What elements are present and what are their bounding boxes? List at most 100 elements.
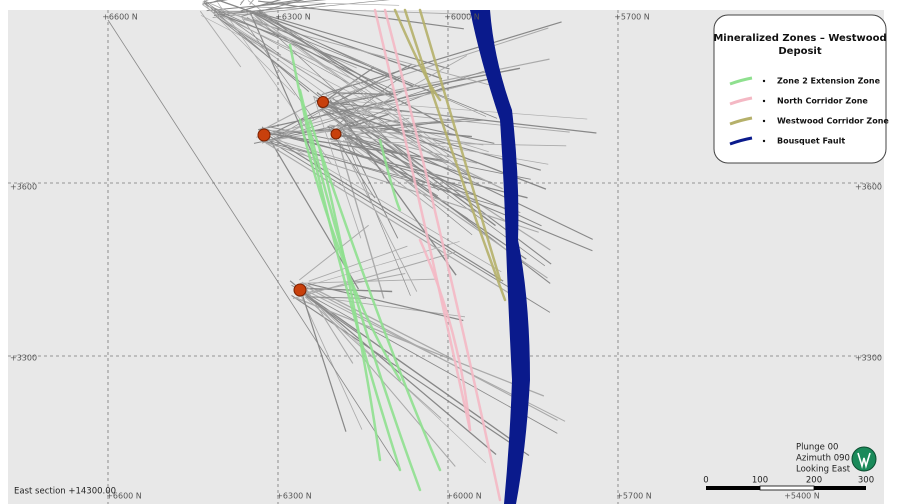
legend-label: North Corridor Zone bbox=[777, 97, 868, 106]
grid bbox=[8, 10, 884, 504]
drill-hole bbox=[263, 140, 479, 197]
drill-hole bbox=[297, 288, 363, 430]
sphere bbox=[293, 283, 307, 297]
drill-hole bbox=[254, 0, 304, 8]
drill-hole bbox=[308, 245, 408, 282]
grid-label: +3300 bbox=[855, 354, 882, 363]
zone-strand bbox=[383, 8, 502, 502]
grid-label: +5400 N bbox=[784, 492, 820, 501]
drill-hole bbox=[259, 10, 331, 58]
drill-hole bbox=[254, 15, 414, 164]
drill-hole bbox=[340, 134, 439, 197]
scale-label: 200 bbox=[806, 476, 822, 486]
legend-label: Westwood Corridor Zone bbox=[777, 117, 889, 126]
zone-strand bbox=[418, 238, 472, 432]
drill-hole bbox=[200, 15, 410, 124]
legend-bullet bbox=[762, 99, 766, 103]
drill-hole bbox=[264, 141, 525, 304]
drill-hole bbox=[304, 296, 442, 419]
grid-label: +5700 N bbox=[614, 13, 650, 22]
drill-hole bbox=[264, 132, 448, 162]
drill-hole bbox=[217, 17, 471, 177]
sphere bbox=[257, 128, 271, 142]
drill-hole bbox=[218, 14, 392, 99]
legend-swatch bbox=[729, 116, 753, 126]
sphere bbox=[317, 96, 329, 108]
drill-hole bbox=[294, 297, 545, 397]
sphere bbox=[330, 128, 342, 140]
drill-hole bbox=[272, 138, 349, 162]
drill-hole bbox=[302, 282, 453, 360]
scale-label: 300 bbox=[858, 476, 874, 486]
legend-swatch bbox=[729, 76, 753, 86]
drill-hole bbox=[249, 10, 395, 96]
grid-label: +3600 bbox=[10, 183, 37, 192]
zone-strand bbox=[318, 148, 382, 462]
grid-label: +3300 bbox=[10, 354, 37, 363]
drill-hole bbox=[305, 295, 359, 335]
legend-items: Zone 2 Extension Zone North Corridor Zone… bbox=[729, 76, 889, 146]
drill-hole bbox=[249, 12, 322, 174]
drill-hole bbox=[243, 18, 497, 88]
legend-label: Zone 2 Extension Zone bbox=[777, 77, 881, 86]
legend-bullet bbox=[762, 119, 766, 123]
legend-box bbox=[713, 14, 887, 164]
grid-label: +6000 N bbox=[444, 13, 480, 22]
view-info: Plunge 00 bbox=[796, 443, 838, 453]
grid-label: +5700 N bbox=[616, 492, 652, 501]
compass-mark bbox=[857, 452, 871, 469]
grid-label: +6000 N bbox=[446, 492, 482, 501]
compass bbox=[851, 446, 877, 472]
legend-swatch bbox=[729, 96, 753, 106]
scale-label: 100 bbox=[752, 476, 768, 486]
legend: Mineralized Zones – Westwood Deposit Zon… bbox=[713, 14, 889, 164]
drill-hole bbox=[329, 99, 588, 120]
drill-hole bbox=[256, 81, 477, 138]
drill-hole bbox=[300, 241, 460, 289]
view-info: Azimuth 090 bbox=[796, 454, 850, 464]
drill-hole bbox=[342, 134, 384, 147]
drill-hole bbox=[249, 10, 414, 88]
legend-swatch bbox=[729, 136, 753, 146]
drill-hole bbox=[254, 14, 458, 162]
drill-hole bbox=[203, 1, 310, 93]
zone-strand bbox=[308, 118, 442, 472]
mineralized-zones bbox=[288, 8, 507, 502]
drill-hole bbox=[330, 142, 593, 252]
grid-label: +6300 N bbox=[275, 13, 311, 22]
drill-hole bbox=[321, 108, 593, 240]
grid-label: +6300 N bbox=[276, 492, 312, 501]
legend-label: Bousquet Fault bbox=[777, 137, 845, 146]
drill-hole bbox=[344, 134, 527, 260]
drill-hole bbox=[329, 58, 550, 105]
grid-label: +3600 bbox=[855, 183, 882, 192]
drill-hole bbox=[300, 278, 438, 284]
zone-strand bbox=[298, 118, 402, 382]
zone-strand bbox=[298, 88, 422, 492]
drill-hole bbox=[269, 135, 504, 282]
spheres bbox=[257, 96, 342, 297]
drill-hole bbox=[203, 0, 282, 56]
drill-hole bbox=[321, 21, 562, 96]
scale-bar: 0 100 200 300 bbox=[703, 476, 874, 491]
drill-hole bbox=[301, 294, 347, 432]
legend-bullet bbox=[762, 139, 766, 143]
scale-segment bbox=[759, 485, 815, 491]
zone-strand bbox=[378, 138, 402, 212]
drill-hole bbox=[339, 86, 445, 129]
drill-hole bbox=[239, 0, 305, 18]
section-label: East section +14300.00 bbox=[14, 487, 116, 497]
scale-label: 0 bbox=[703, 476, 708, 486]
drill-hole bbox=[199, 10, 242, 68]
zone-strand bbox=[403, 8, 507, 302]
drill-hole bbox=[317, 106, 570, 133]
legend-title: Deposit bbox=[778, 46, 821, 57]
legend-title: Mineralized Zones – Westwood bbox=[713, 33, 886, 44]
drill-hole bbox=[107, 19, 401, 471]
zone-strand bbox=[418, 8, 502, 282]
grid-label: +6600 N bbox=[106, 492, 142, 501]
scale-segment bbox=[814, 486, 866, 490]
drill-hole bbox=[208, 9, 479, 186]
scale-segment bbox=[706, 486, 760, 490]
